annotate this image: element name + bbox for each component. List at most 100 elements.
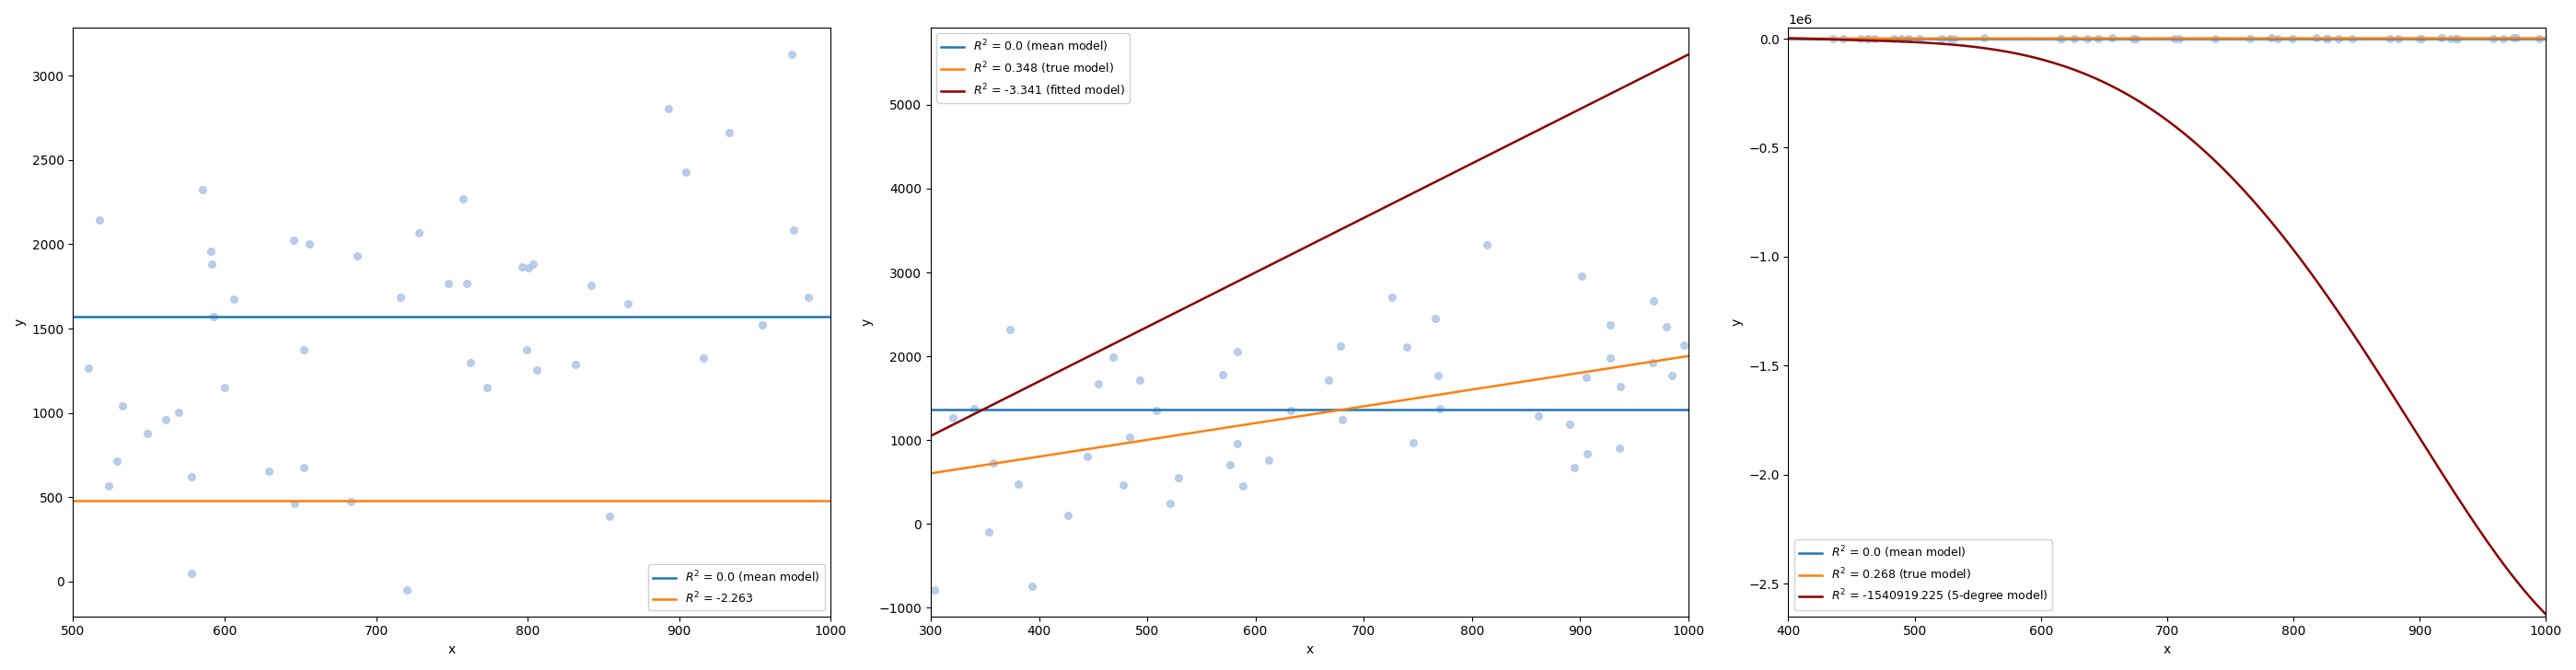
Point	[1092, 352, 1133, 362]
Point	[1066, 451, 1108, 462]
Point	[2115, 33, 2156, 44]
Point	[446, 278, 487, 289]
Point	[1216, 346, 1257, 356]
Point	[214, 294, 255, 305]
Point	[1417, 370, 1458, 381]
Point	[2378, 33, 2419, 44]
Point	[2306, 33, 2347, 44]
Point	[1847, 34, 1888, 44]
Y-axis label: y: y	[1731, 318, 1744, 326]
Point	[2154, 33, 2195, 44]
Point	[590, 511, 631, 521]
Point	[2401, 33, 2442, 44]
Point	[708, 127, 750, 138]
Point	[1048, 511, 1090, 521]
Point	[1012, 581, 1054, 592]
Point	[157, 407, 198, 418]
Point	[788, 292, 829, 303]
Point	[2228, 34, 2269, 44]
Point	[2306, 33, 2347, 44]
Point	[191, 259, 232, 269]
Point	[88, 481, 129, 492]
Point	[1824, 34, 1865, 44]
Point	[1651, 370, 1692, 381]
Point	[1309, 375, 1350, 385]
Point	[1899, 33, 1940, 44]
Point	[2092, 33, 2133, 44]
Point	[1633, 358, 1674, 368]
Point	[2318, 34, 2360, 44]
Point	[1319, 341, 1360, 352]
Point	[1149, 498, 1190, 509]
Point	[2519, 33, 2561, 44]
Point	[1419, 403, 1461, 414]
Point	[1247, 455, 1288, 466]
Point	[502, 261, 544, 272]
Point	[572, 280, 613, 291]
Point	[2257, 33, 2298, 44]
Point	[2251, 33, 2293, 44]
Point	[608, 298, 649, 309]
Point	[969, 527, 1010, 537]
Point	[1466, 239, 1507, 250]
X-axis label: x: x	[448, 643, 456, 656]
Point	[77, 214, 118, 225]
Point	[1855, 33, 1896, 44]
Point	[67, 362, 108, 373]
Point	[273, 234, 314, 245]
Point	[183, 184, 224, 194]
Point	[1136, 405, 1177, 416]
Point	[283, 462, 325, 472]
Point	[1391, 437, 1432, 448]
Point	[2494, 33, 2535, 44]
Point	[1216, 439, 1257, 450]
X-axis label: x: x	[1306, 643, 1314, 656]
Point	[507, 262, 549, 273]
Point	[1963, 33, 2004, 44]
Point	[1589, 352, 1631, 363]
Legend: $R^2$ = 0.0 (mean model), $R^2$ = 0.348 (true model), $R^2$ = -3.341 (fitted mod: $R^2$ = 0.0 (mean model), $R^2$ = 0.348 …	[938, 34, 1131, 103]
Point	[505, 344, 546, 355]
Point	[1664, 340, 1705, 351]
Point	[2066, 33, 2107, 44]
Point	[337, 251, 379, 261]
Point	[1932, 33, 1973, 44]
Point	[989, 324, 1030, 335]
Legend: $R^2$ = 0.0 (mean model), $R^2$ = 0.268 (true model), $R^2$ = -1540919.225 (5-de: $R^2$ = 0.0 (mean model), $R^2$ = 0.268 …	[1793, 539, 2053, 610]
Point	[204, 383, 245, 393]
Point	[974, 458, 1015, 469]
Point	[1414, 313, 1455, 324]
Point	[1548, 419, 1589, 430]
Point	[2040, 33, 2081, 44]
Point	[647, 103, 688, 114]
Point	[933, 413, 974, 423]
Point	[1321, 415, 1363, 425]
Point	[1077, 379, 1118, 389]
Point	[2370, 33, 2411, 44]
Point	[1566, 373, 1607, 383]
Point	[451, 358, 492, 368]
Point	[2272, 33, 2313, 44]
Point	[2437, 34, 2478, 44]
Point	[783, 576, 824, 586]
Point	[1847, 34, 1888, 44]
Point	[515, 364, 556, 375]
Point	[191, 246, 232, 257]
Point	[193, 311, 234, 322]
Point	[953, 403, 994, 414]
Point	[1589, 320, 1631, 330]
Point	[283, 344, 325, 355]
Point	[2473, 33, 2514, 44]
Point	[2331, 33, 2372, 44]
Point	[2496, 33, 2537, 44]
Point	[1929, 33, 1971, 44]
Point	[126, 428, 167, 439]
Point	[330, 496, 371, 507]
Legend: $R^2$ = 0.0 (mean model), $R^2$ = -2.263: $R^2$ = 0.0 (mean model), $R^2$ = -2.263	[649, 564, 824, 610]
Point	[1600, 381, 1641, 392]
Point	[914, 584, 956, 595]
Point	[1880, 33, 1922, 44]
Point	[2079, 34, 2120, 44]
Point	[273, 498, 314, 509]
Point	[1561, 271, 1602, 282]
